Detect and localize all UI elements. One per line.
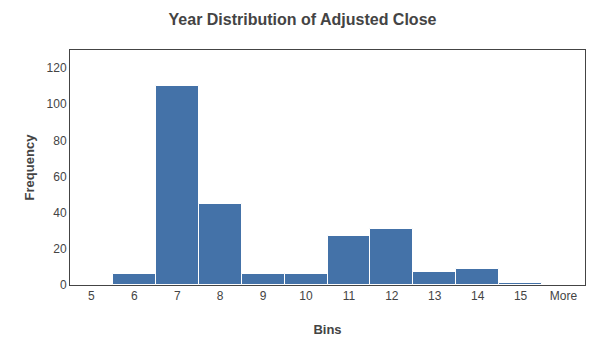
- svg-text:15: 15: [514, 289, 528, 303]
- svg-text:Bins: Bins: [313, 322, 341, 337]
- svg-text:10: 10: [299, 289, 313, 303]
- svg-text:100: 100: [47, 97, 67, 111]
- svg-text:80: 80: [53, 134, 67, 148]
- svg-text:20: 20: [53, 242, 67, 256]
- svg-text:More: More: [550, 289, 578, 303]
- svg-text:11: 11: [343, 289, 356, 303]
- svg-text:Year Distribution of Adjusted: Year Distribution of Adjusted Close: [169, 11, 437, 28]
- svg-text:0: 0: [60, 278, 67, 292]
- svg-text:8: 8: [217, 289, 224, 303]
- svg-text:12: 12: [385, 289, 399, 303]
- svg-text:Frequency: Frequency: [22, 134, 37, 201]
- svg-text:7: 7: [174, 289, 181, 303]
- svg-text:6: 6: [131, 289, 138, 303]
- svg-text:5: 5: [88, 289, 95, 303]
- svg-text:14: 14: [471, 289, 485, 303]
- svg-text:13: 13: [428, 289, 442, 303]
- svg-text:9: 9: [260, 289, 267, 303]
- svg-text:120: 120: [47, 61, 67, 75]
- svg-text:40: 40: [53, 206, 67, 220]
- svg-text:60: 60: [53, 170, 67, 184]
